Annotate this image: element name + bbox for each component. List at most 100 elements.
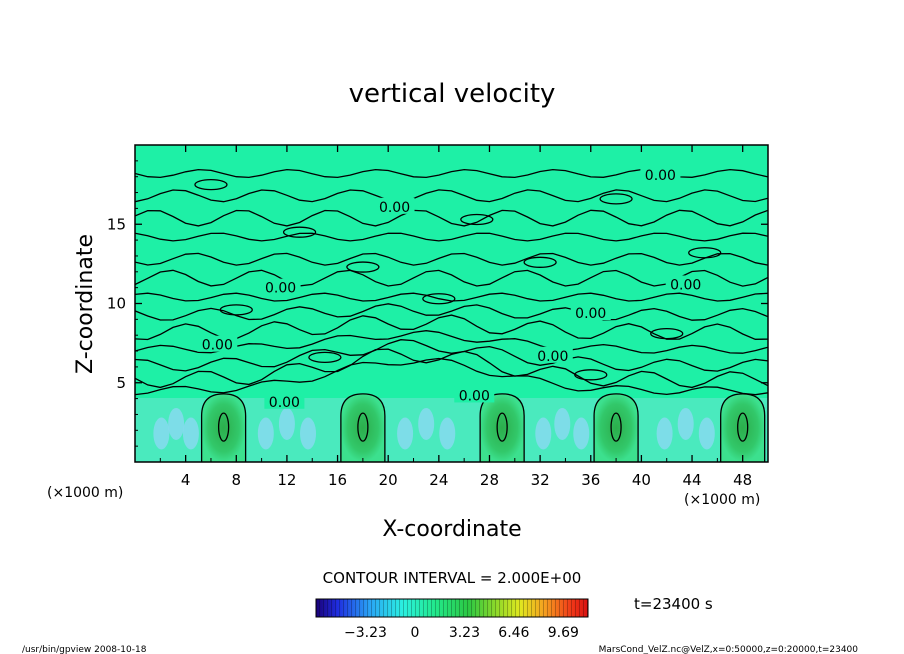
x-tick-label: 48 — [733, 471, 752, 489]
zero-contour — [135, 269, 768, 287]
updraft-cell — [594, 393, 639, 462]
y-axis-label: Z-coordinate — [73, 234, 98, 374]
contour-label: 0.00 — [265, 281, 296, 297]
colorbar-frame — [315, 598, 589, 618]
downdraft-patch — [573, 417, 590, 450]
updraft-contour — [593, 393, 639, 462]
contour-lines — [135, 168, 768, 462]
zero-contour — [135, 209, 768, 227]
x-axis: 4 8 12 16 20 24 28 32 36 40 44 48 — [159, 145, 752, 489]
x-tick-label: 32 — [531, 471, 550, 489]
chart-title: vertical velocity — [349, 79, 556, 109]
contour-labels: 0.00 0.00 0.00 0.00 0.00 0.00 0.00 0.00 0.00 — [197, 166, 706, 411]
contour-blob — [282, 226, 317, 238]
downdraft-patch — [535, 417, 552, 450]
downdraft-patch — [418, 407, 435, 440]
downdraft-patch — [182, 417, 199, 450]
contour-blob — [688, 247, 722, 259]
zero-contour — [135, 348, 768, 389]
zero-contour — [135, 357, 768, 396]
updraft-contour — [200, 393, 247, 462]
updraft-contour — [479, 393, 525, 462]
zero-contour — [135, 252, 768, 266]
colorbar-tick-label: 6.46 — [498, 625, 529, 641]
footer-right: MarsCond_VelZ.nc@VelZ,x=0:50000,z=0:2000… — [599, 645, 859, 654]
contour-blob — [194, 178, 228, 191]
contour-label-bg — [570, 304, 611, 321]
contour-label: 0.00 — [670, 277, 701, 293]
zero-contour — [135, 292, 768, 302]
colorbar-steps — [316, 599, 588, 617]
updraft-core-contour — [357, 412, 369, 442]
x-tick-label: 40 — [632, 471, 651, 489]
updraft-core-contour — [217, 412, 230, 442]
contour-label-bg — [532, 346, 573, 363]
contour-label-bg — [640, 166, 681, 183]
x-tick-label: 20 — [379, 471, 398, 489]
downdraft-patch — [257, 417, 274, 450]
time-label: t=23400 s — [634, 595, 713, 613]
contour-blob — [219, 304, 253, 316]
x-unit-right: (×1000 m) — [684, 492, 760, 508]
zero-contour — [135, 232, 768, 242]
updraft-core-contour — [737, 412, 749, 442]
updraft-cell — [201, 393, 246, 462]
downdraft-patch — [300, 417, 317, 450]
updraft-core-contour — [496, 412, 508, 442]
updraft-cells — [201, 393, 765, 462]
contour-blob — [422, 293, 456, 305]
colorbar-tick-label: 0 — [410, 625, 419, 641]
downdraft-patch — [554, 407, 571, 440]
downdraft-patch — [439, 417, 456, 450]
downdraft-patches — [153, 407, 715, 450]
x-tick-label: 4 — [181, 471, 191, 489]
x-tick-label: 24 — [429, 471, 448, 489]
contour-blob — [460, 213, 494, 226]
contour-label: 0.00 — [202, 338, 233, 354]
y-tick-label: 5 — [116, 374, 126, 392]
contour-label-bg — [374, 197, 415, 214]
contour-label-bg — [197, 335, 238, 352]
contour-label-bg — [454, 386, 495, 403]
contour-label-bg — [264, 392, 305, 409]
zero-contour — [135, 339, 768, 372]
contour-label: 0.00 — [537, 349, 568, 365]
downdraft-patch — [278, 407, 295, 440]
downdraft-patch — [656, 417, 673, 450]
contour-label: 0.00 — [575, 306, 606, 322]
contour-label-bg — [260, 278, 301, 295]
contour-blob — [599, 193, 633, 205]
downdraft-patch — [153, 417, 170, 450]
updraft-core-contour — [610, 412, 622, 442]
x-tick-label: 36 — [581, 471, 600, 489]
y-tick-label: 15 — [107, 215, 126, 233]
contour-blob — [574, 369, 608, 381]
contour-label: 0.00 — [459, 388, 490, 404]
colorbar-tick-label: 9.69 — [548, 625, 579, 641]
updraft-cell — [720, 393, 765, 462]
contour-blob — [650, 327, 684, 340]
downdraft-patch — [677, 407, 694, 440]
x-unit-left: (×1000 m) — [47, 485, 123, 501]
x-tick-label: 12 — [277, 471, 296, 489]
contour-label: 0.00 — [645, 168, 676, 184]
y-tick-label: 10 — [107, 295, 126, 313]
plot-area: 0.00 0.00 0.00 0.00 0.00 0.00 0.00 0.00 0.00 — [135, 145, 768, 462]
downdraft-patch — [698, 417, 715, 450]
downdraft-patch — [168, 407, 185, 440]
footer-left: /usr/bin/gpview 2008-10-18 — [22, 645, 147, 654]
zero-contour — [135, 330, 768, 354]
contour-label: 0.00 — [269, 395, 300, 411]
x-tick-label: 16 — [328, 471, 347, 489]
colorbar-tick-label: −3.23 — [344, 625, 387, 641]
contour-interval: CONTOUR INTERVAL = 2.000E+00 — [323, 569, 582, 587]
contour-blob — [308, 351, 342, 364]
updraft-contour — [340, 393, 386, 462]
updraft-cell — [480, 393, 525, 462]
x-tick-label: 28 — [480, 471, 499, 489]
contour-blob — [346, 261, 380, 273]
downdraft-patch — [397, 417, 414, 450]
contour-label: 0.00 — [379, 200, 410, 216]
x-tick-label: 8 — [232, 471, 242, 489]
